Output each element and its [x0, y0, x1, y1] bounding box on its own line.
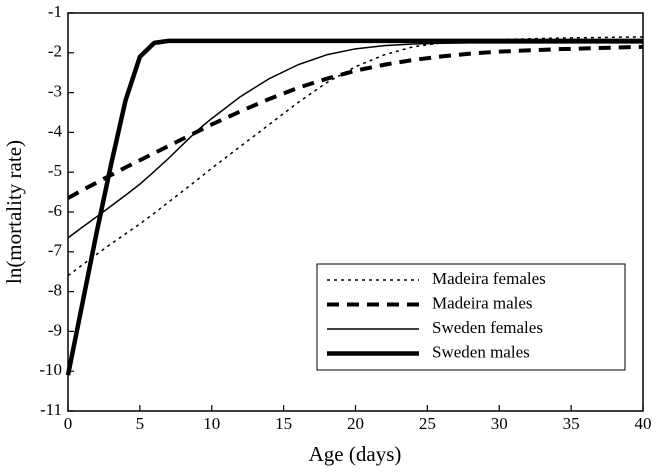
x-tick-label: 15 — [275, 414, 292, 433]
series-line — [65, 38, 643, 376]
x-tick-label: 40 — [635, 414, 652, 433]
x-tick-label: 10 — [203, 414, 220, 433]
legend-label: Sweden females — [432, 318, 543, 337]
y-tick-label: -6 — [48, 201, 62, 220]
x-tick-label: 5 — [136, 414, 145, 433]
series-line — [67, 36, 644, 277]
y-tick-label: -8 — [48, 281, 62, 300]
x-tick-label: 25 — [419, 414, 436, 433]
legend-label: Sweden males — [432, 342, 530, 361]
series-line — [67, 44, 644, 200]
legend-label: Madeira males — [432, 293, 533, 312]
y-tick-label: -9 — [48, 320, 62, 339]
x-tick-label: 35 — [563, 414, 580, 433]
y-tick-label: -3 — [48, 82, 62, 101]
legend-label: Madeira females — [432, 269, 546, 288]
y-tick-label: -7 — [48, 241, 63, 260]
series-line — [67, 42, 643, 239]
x-tick-label: 0 — [64, 414, 73, 433]
y-tick-label: -4 — [48, 121, 63, 140]
x-tick-label: 30 — [491, 414, 508, 433]
x-tick-label: 20 — [347, 414, 364, 433]
x-axis-title: Age (days) — [309, 442, 402, 466]
y-axis-title: ln(mortality rate) — [2, 140, 26, 284]
y-tick-label: -1 — [48, 2, 62, 21]
y-tick-label: -11 — [40, 400, 62, 419]
y-tick-label: -2 — [48, 42, 62, 61]
y-tick-label: -10 — [39, 360, 62, 379]
y-tick-label: -5 — [48, 161, 62, 180]
